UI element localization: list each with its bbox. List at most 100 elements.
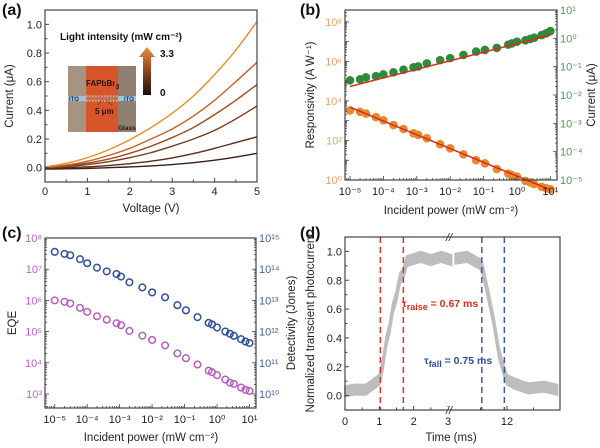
detectivity-point bbox=[75, 255, 85, 264]
c-marks bbox=[50, 247, 254, 395]
iv-curve-3 bbox=[44, 105, 258, 169]
panel-c-ylabel-right: Detectivity (Jones) bbox=[286, 276, 298, 371]
panel-c: (c) 10⁻⁵ 10⁻⁴ 10⁻³ 10⁻² 10⁻¹ 10⁰ 10¹10³10⁴10⁵1… bbox=[2, 225, 298, 444]
a-ytick-label: 0.6 bbox=[27, 77, 42, 89]
b-right-ytick-label: 10⁻⁴ bbox=[560, 147, 583, 159]
eqe-point bbox=[125, 326, 134, 335]
d-ytick-label: 0.8 bbox=[327, 275, 342, 287]
detectivity-point bbox=[241, 337, 250, 346]
d-ytick-label: 0.4 bbox=[327, 333, 342, 345]
iv-curve-1 bbox=[44, 152, 258, 170]
eqe-point bbox=[229, 379, 238, 388]
inset-ito-right: ITO bbox=[124, 97, 134, 103]
eqe-point bbox=[241, 385, 250, 394]
detectivity-point bbox=[225, 329, 235, 338]
axis-break-mark: // bbox=[445, 232, 453, 244]
c-xtick-label: 10¹ bbox=[242, 414, 258, 426]
b-left-ytick-label: 10⁴ bbox=[325, 96, 342, 108]
photocurrent-trace-rise bbox=[344, 250, 453, 398]
current-point bbox=[546, 26, 555, 36]
eqe-point bbox=[193, 360, 202, 369]
c-ticks: 10⁻⁵ 10⁻⁴ 10⁻³ 10⁻² 10⁻¹ 10⁰ 10¹ 10³ 10⁴ 10⁵ 10⁶ 10… bbox=[25, 233, 280, 426]
current-fit-line bbox=[349, 34, 551, 88]
detectivity-point bbox=[50, 247, 59, 256]
detectivity-point bbox=[212, 323, 222, 332]
c-right-ytick-label: 10¹⁴ bbox=[259, 264, 280, 276]
a-xtick-label: 2 bbox=[127, 186, 133, 198]
a-ytick-label: 0.2 bbox=[27, 134, 42, 146]
panel-c-xlabel: Incident power (mW cm⁻²) bbox=[84, 432, 219, 444]
c-xtick-label: 10⁰ bbox=[209, 414, 226, 426]
detectivity-point bbox=[138, 283, 147, 292]
c-xtick-label: 10⁻⁴ bbox=[76, 414, 99, 426]
c-left-ytick-label: 10³ bbox=[26, 389, 42, 401]
photocurrent-trace-fall bbox=[454, 250, 559, 397]
d-ytick-label: 1.0 bbox=[327, 246, 342, 258]
detectivity-point bbox=[148, 288, 157, 297]
iv-curve-6 bbox=[44, 21, 258, 168]
panel-b-ylabel-left: Responsivity (A W⁻¹) bbox=[305, 41, 317, 148]
b-right-ytick-label: 10⁻² bbox=[560, 90, 582, 102]
d-ytick-label: 0.6 bbox=[327, 304, 342, 316]
b-right-ytick-label: 10⁻³ bbox=[560, 118, 582, 130]
panel-d-ylabel: Normalized transcient photocurrent bbox=[305, 233, 317, 413]
panel-d: (d) 0.00.20.40.60.81.00 1 2 3 12//// Time (m… bbox=[300, 225, 561, 444]
b-xtick-label: 10⁻⁵ bbox=[339, 186, 362, 198]
rise-time-annotation: τraise = 0.67 ms bbox=[402, 298, 478, 312]
d-xtick-label: 3 bbox=[445, 416, 451, 428]
b-xtick-label: 10⁻³ bbox=[406, 186, 428, 198]
inset-ito-left: ITO bbox=[69, 97, 79, 103]
intensity-arrow-icon bbox=[139, 47, 155, 95]
eqe-point bbox=[112, 319, 121, 328]
detectivity-point bbox=[221, 327, 230, 336]
b-right-ytick-label: 10⁰ bbox=[560, 33, 577, 45]
c-left-ytick-label: 10⁸ bbox=[25, 233, 42, 245]
d-xtick-label: 1 bbox=[376, 416, 382, 428]
detectivity-point bbox=[160, 293, 170, 302]
device-inset: FAPbBr3 ITO ITO 5 μm Glass bbox=[68, 66, 136, 132]
a-xtick-label: 5 bbox=[254, 186, 260, 198]
current-point bbox=[345, 76, 355, 85]
a-xtick-label: 3 bbox=[169, 186, 175, 198]
panel-b-frame bbox=[344, 9, 558, 181]
c-left-ytick-label: 10⁶ bbox=[25, 295, 42, 307]
c-left-ytick-label: 10⁵ bbox=[25, 327, 42, 339]
panel-a-ylabel: Current (μA) bbox=[4, 64, 16, 128]
b-xtick-label: 10¹ bbox=[542, 186, 558, 198]
b-xtick-label: 10⁻² bbox=[439, 186, 461, 198]
detectivity-point bbox=[173, 301, 182, 310]
axis-break-mark: // bbox=[445, 405, 453, 417]
eqe-point bbox=[138, 331, 147, 340]
detectivity-point bbox=[193, 313, 202, 322]
panel-c-ylabel-left: EQE bbox=[7, 311, 19, 336]
b-xtick-label: 10⁻⁴ bbox=[372, 186, 395, 198]
legend-max: 3.3 bbox=[160, 49, 174, 60]
iv-curve-2 bbox=[44, 136, 258, 170]
detectivity-point bbox=[66, 251, 75, 260]
eqe-point bbox=[66, 299, 75, 308]
c-right-ytick-label: 10¹² bbox=[259, 327, 279, 339]
eqe-point bbox=[116, 321, 126, 330]
detectivity-point bbox=[125, 278, 134, 287]
eqe-point bbox=[181, 354, 190, 363]
d-xtick-label: 2 bbox=[411, 416, 417, 428]
panel-d-frame bbox=[344, 236, 561, 411]
eqe-point bbox=[75, 303, 85, 312]
b-xtick-label: 10⁰ bbox=[509, 186, 526, 198]
current-point bbox=[371, 71, 381, 81]
inset-material-sub: 3 bbox=[115, 84, 119, 91]
eqe-point bbox=[173, 349, 182, 358]
a-xtick-label: 1 bbox=[84, 186, 90, 198]
eqe-point bbox=[92, 312, 102, 321]
panel-b-ylabel-right: Current (μA) bbox=[586, 63, 598, 127]
panel-a-label: (a) bbox=[2, 2, 22, 19]
b-left-ytick-label: 10² bbox=[326, 135, 342, 147]
d-ytick-label: 0.2 bbox=[327, 362, 342, 374]
c-right-ytick-label: 10¹⁵ bbox=[259, 233, 279, 245]
panel-a-frame bbox=[44, 9, 258, 183]
a-xtick-label: 0 bbox=[42, 186, 48, 198]
detectivity-point bbox=[229, 331, 238, 340]
b-left-ytick-label: 10⁶ bbox=[325, 56, 342, 68]
a-ytick-label: 0.0 bbox=[27, 163, 42, 175]
